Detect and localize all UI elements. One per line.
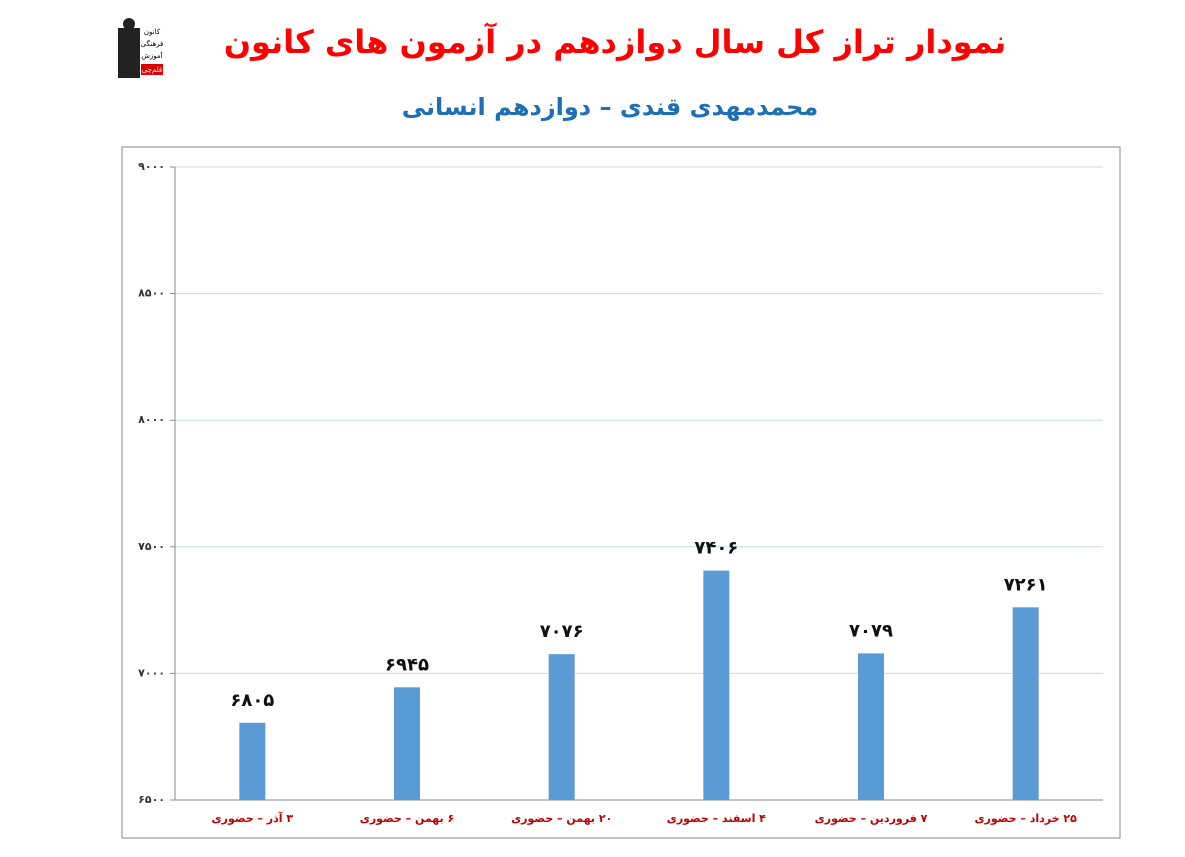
bar [1012,607,1039,800]
chart-frame [121,146,1121,839]
x-tick-label: ۲۵ خرداد – حضوری [974,812,1077,825]
data-label: ۷۲۶۱ [1004,574,1048,595]
y-tick-label: ۸۵۰۰ [138,287,165,300]
bar [394,687,420,800]
logo-text: کانون [144,28,161,36]
data-label: ۷۴۰۶ [694,538,738,559]
data-label: ۶۸۰۵ [230,690,274,711]
chart-title: نمودار تراز کل سال دوازدهم در آزمون های … [224,22,1007,61]
x-tick-label: ۷ فروردین – حضوری [815,812,928,825]
logo-head [123,18,135,30]
y-tick-label: ۷۰۰۰ [138,666,165,679]
bar [703,570,730,800]
x-tick-label: ۶ بهمن – حضوری [360,812,454,825]
data-label: ۷۰۷۹ [849,620,893,641]
logo-text: فرهنگی [141,39,164,48]
data-label: ۶۹۴۵ [385,654,429,675]
logo: کانون فرهنگی آموزش قلم‌چی [118,18,164,78]
x-tick-label: ۳ آذر – حضوری [212,811,294,825]
x-tick-label: ۲۰ بهمن – حضوری [511,812,612,825]
y-tick-label: ۹۰۰۰ [138,160,165,173]
logo-text: آموزش [141,51,163,60]
data-label: ۷۰۷۶ [540,621,584,642]
logo-text: قلم‌چی [142,66,162,74]
y-tick-label: ۶۵۰۰ [138,793,165,806]
bar [239,722,266,800]
bar [858,653,884,800]
logo-badge [141,64,163,75]
bar [548,654,575,800]
y-tick-label: ۸۰۰۰ [138,413,165,426]
chart-subtitle: محمدمهدی قندی – دوازدهم انسانی [402,93,818,121]
y-tick-label: ۷۵۰۰ [138,540,165,553]
logo-figure [118,28,140,78]
x-tick-label: ۴ اسفند – حضوری [667,812,766,825]
